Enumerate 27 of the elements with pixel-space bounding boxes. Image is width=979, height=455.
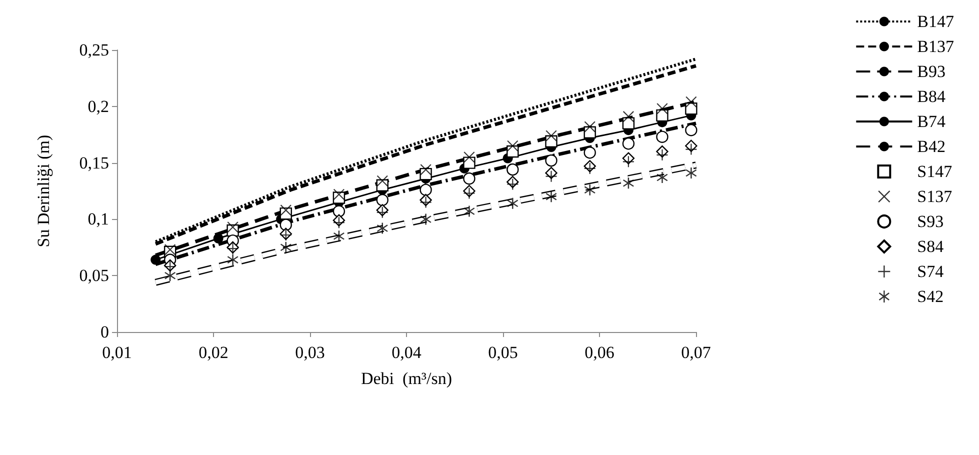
y-tick-label: 0,2 <box>88 96 109 116</box>
legend-label: B74 <box>917 112 946 131</box>
legend-label: B93 <box>917 62 946 81</box>
y-tick-label: 0,1 <box>88 210 109 229</box>
x-tick-label: 0,06 <box>584 343 614 362</box>
legend-label: S42 <box>917 287 944 306</box>
legend-label: B147 <box>917 12 954 31</box>
x-tick-label: 0,05 <box>488 343 518 362</box>
legend-label: S93 <box>917 212 944 231</box>
x-tick-label: 0,03 <box>295 343 325 362</box>
y-tick-label: 0,15 <box>79 153 109 172</box>
x-tick-label: 0,02 <box>198 343 228 362</box>
x-tick-label: 0,01 <box>102 343 132 362</box>
y-tick-label: 0 <box>100 322 109 342</box>
x-tick-label: 0,07 <box>681 343 712 362</box>
y-axis-title: Su Derinliği (m) <box>34 134 53 248</box>
legend-label: S147 <box>917 162 953 181</box>
legend-label: B42 <box>917 137 946 156</box>
legend-label: S137 <box>917 187 953 206</box>
legend-label: S74 <box>917 262 944 281</box>
y-tick-label: 0,25 <box>79 40 109 60</box>
x-axis-title: Debi (m³/sn) <box>360 369 452 388</box>
x-tick-label: 0,04 <box>392 343 422 362</box>
legend-label: B84 <box>917 87 946 106</box>
legend-label: B137 <box>917 37 954 56</box>
y-tick-label: 0,05 <box>79 266 109 286</box>
legend-label: S84 <box>917 237 944 256</box>
